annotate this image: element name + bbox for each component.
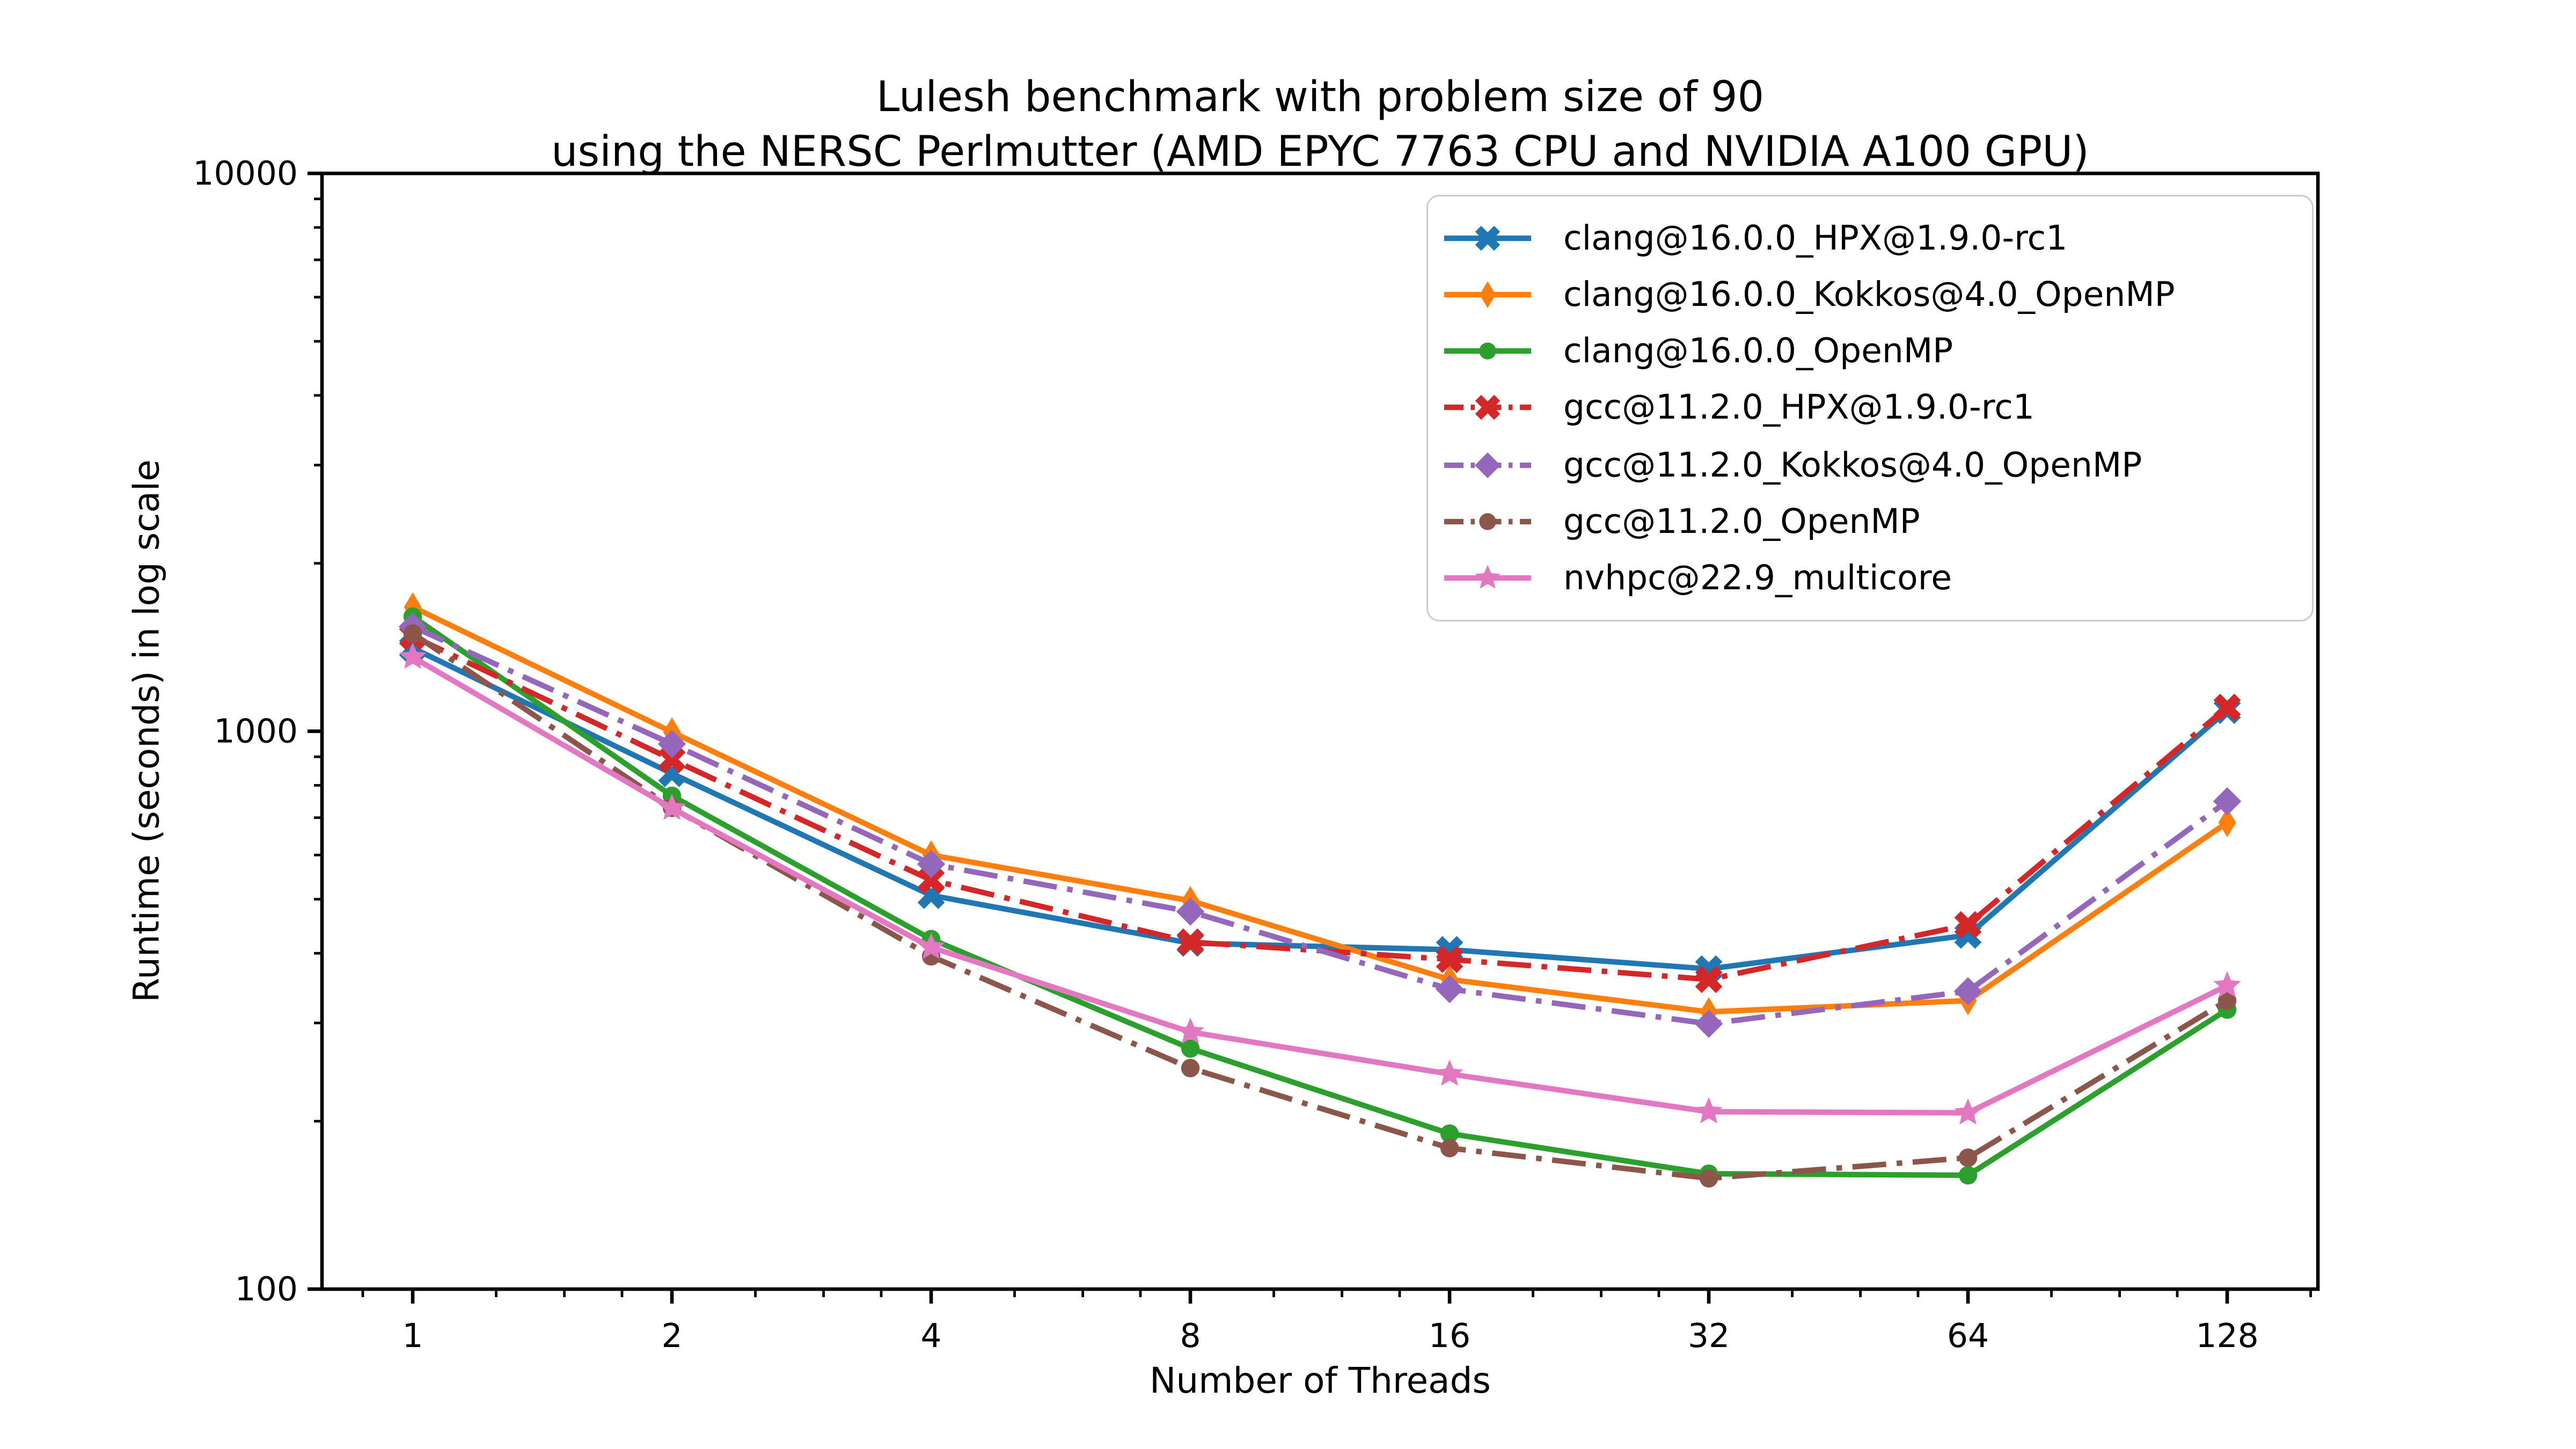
circle-marker-icon — [1479, 342, 1496, 360]
legend-entry-label: nvhpc@22.9_multicore — [1563, 559, 1952, 598]
circle-marker-icon — [403, 624, 422, 643]
x-tick-label: 128 — [2196, 1316, 2258, 1355]
x-axis-label: Number of Threads — [1150, 1362, 1491, 1402]
star-marker-icon — [1954, 1098, 1982, 1125]
legend-entry-4: gcc@11.2.0_Kokkos@4.0_OpenMP — [1441, 437, 2312, 492]
legend-line-sample — [1444, 225, 1531, 251]
X-marker-icon — [658, 745, 686, 773]
legend-line-sample — [1444, 396, 1531, 421]
star-marker-icon — [1475, 565, 1501, 589]
legend-line-sample — [1444, 452, 1531, 478]
X-marker-icon — [917, 866, 945, 894]
circle-marker-icon — [1181, 1039, 1200, 1058]
star-marker-icon — [2213, 971, 2241, 998]
legend-entry-3: gcc@11.2.0_HPX@1.9.0-rc1 — [1441, 380, 2312, 435]
X-marker-icon — [1475, 396, 1501, 421]
legend-line-sample — [1444, 342, 1531, 360]
y-tick-label: 100 — [235, 1270, 298, 1308]
series-5 — [403, 624, 2237, 1188]
legend-entry-label: gcc@11.2.0_HPX@1.9.0-rc1 — [1563, 389, 2035, 428]
series-4 — [398, 612, 2242, 1038]
circle-marker-icon — [1958, 1166, 1978, 1185]
star-marker-icon — [917, 933, 945, 959]
legend-line-sample — [1444, 513, 1531, 530]
x-tick-label: 8 — [1180, 1316, 1201, 1355]
legend-entry-label: gcc@11.2.0_OpenMP — [1563, 502, 1920, 541]
legend-entry-1: clang@16.0.0_Kokkos@4.0_OpenMP — [1441, 267, 2312, 322]
axes-box — [320, 171, 2320, 1291]
X-marker-icon — [1176, 928, 1204, 956]
x-tick-label: 2 — [661, 1316, 682, 1355]
diamond-marker-icon — [1435, 975, 1464, 1004]
series-0-line — [411, 645, 2229, 972]
thin-diamond-marker-icon — [1480, 281, 1496, 308]
star-marker-icon — [658, 794, 686, 820]
series-4-line — [411, 624, 2229, 1027]
circle-marker-icon — [2218, 991, 2237, 1010]
legend-entry-5: gcc@11.2.0_OpenMP — [1441, 494, 2312, 549]
star-marker-icon — [1176, 1018, 1204, 1044]
series-6-line — [411, 655, 2229, 1116]
chart-title-line1: Lulesh benchmark with problem size of 90 — [876, 74, 1765, 122]
legend: clang@16.0.0_HPX@1.9.0-rc1 clang@16.0.0_K… — [1426, 195, 2314, 621]
diamond-marker-icon — [917, 850, 946, 879]
X-marker-icon — [2213, 693, 2241, 721]
x-tick-label: 1 — [402, 1316, 423, 1355]
legend-entry-label: clang@16.0.0_HPX@1.9.0-rc1 — [1563, 218, 2068, 257]
thin-diamond-marker-icon — [2218, 808, 2236, 838]
x-tick-label: 16 — [1429, 1316, 1470, 1355]
series-2-line — [411, 614, 2229, 1179]
x-tick-label: 64 — [1947, 1316, 1989, 1355]
legend-entry-label: gcc@11.2.0_Kokkos@4.0_OpenMP — [1563, 445, 2142, 485]
legend-line-sample — [1444, 565, 1531, 589]
circle-marker-icon — [1479, 513, 1496, 530]
series-6 — [399, 642, 2241, 1125]
circle-marker-icon — [1181, 1059, 1200, 1078]
circle-marker-icon — [1440, 1139, 1459, 1158]
series-2 — [403, 607, 2237, 1185]
star-marker-icon — [1436, 1059, 1463, 1086]
series-5-line — [411, 631, 2229, 1181]
circle-marker-icon — [1699, 1169, 1718, 1188]
legend-entry-2: clang@16.0.0_OpenMP — [1441, 324, 2312, 379]
x-tick-label: 32 — [1688, 1316, 1730, 1355]
X-marker-icon — [1695, 965, 1723, 993]
x-tick-label: 4 — [920, 1316, 941, 1355]
axis-ticks: 1 2 4 8 16 32 64 128 100 1000 10000 — [193, 154, 2312, 1355]
chart-title-line2: using the NERSC Perlmutter (AMD EPYC 776… — [551, 129, 2089, 177]
y-tick-label: 10000 — [193, 154, 298, 193]
legend-line-sample — [1444, 281, 1531, 308]
X-marker-icon — [1954, 911, 1982, 939]
diamond-marker-icon — [1475, 452, 1501, 478]
y-tick-label: 1000 — [214, 712, 298, 751]
series-1-line — [411, 604, 2229, 1015]
legend-entry-0: clang@16.0.0_HPX@1.9.0-rc1 — [1441, 210, 2312, 265]
legend-entry-label: clang@16.0.0_OpenMP — [1563, 332, 1953, 371]
circle-marker-icon — [1958, 1148, 1978, 1167]
y-axis-label: Runtime (seconds) in log scale — [128, 459, 169, 1002]
circle-marker-icon — [1440, 1124, 1459, 1143]
legend-entry-6: nvhpc@22.9_multicore — [1441, 551, 2312, 606]
star-marker-icon — [399, 642, 427, 669]
legend-entry-label: clang@16.0.0_Kokkos@4.0_OpenMP — [1563, 275, 2175, 314]
axes-spines — [320, 171, 2320, 1291]
X-marker-icon — [1475, 225, 1501, 251]
star-marker-icon — [1695, 1097, 1723, 1124]
X-marker-icon — [1436, 946, 1463, 974]
